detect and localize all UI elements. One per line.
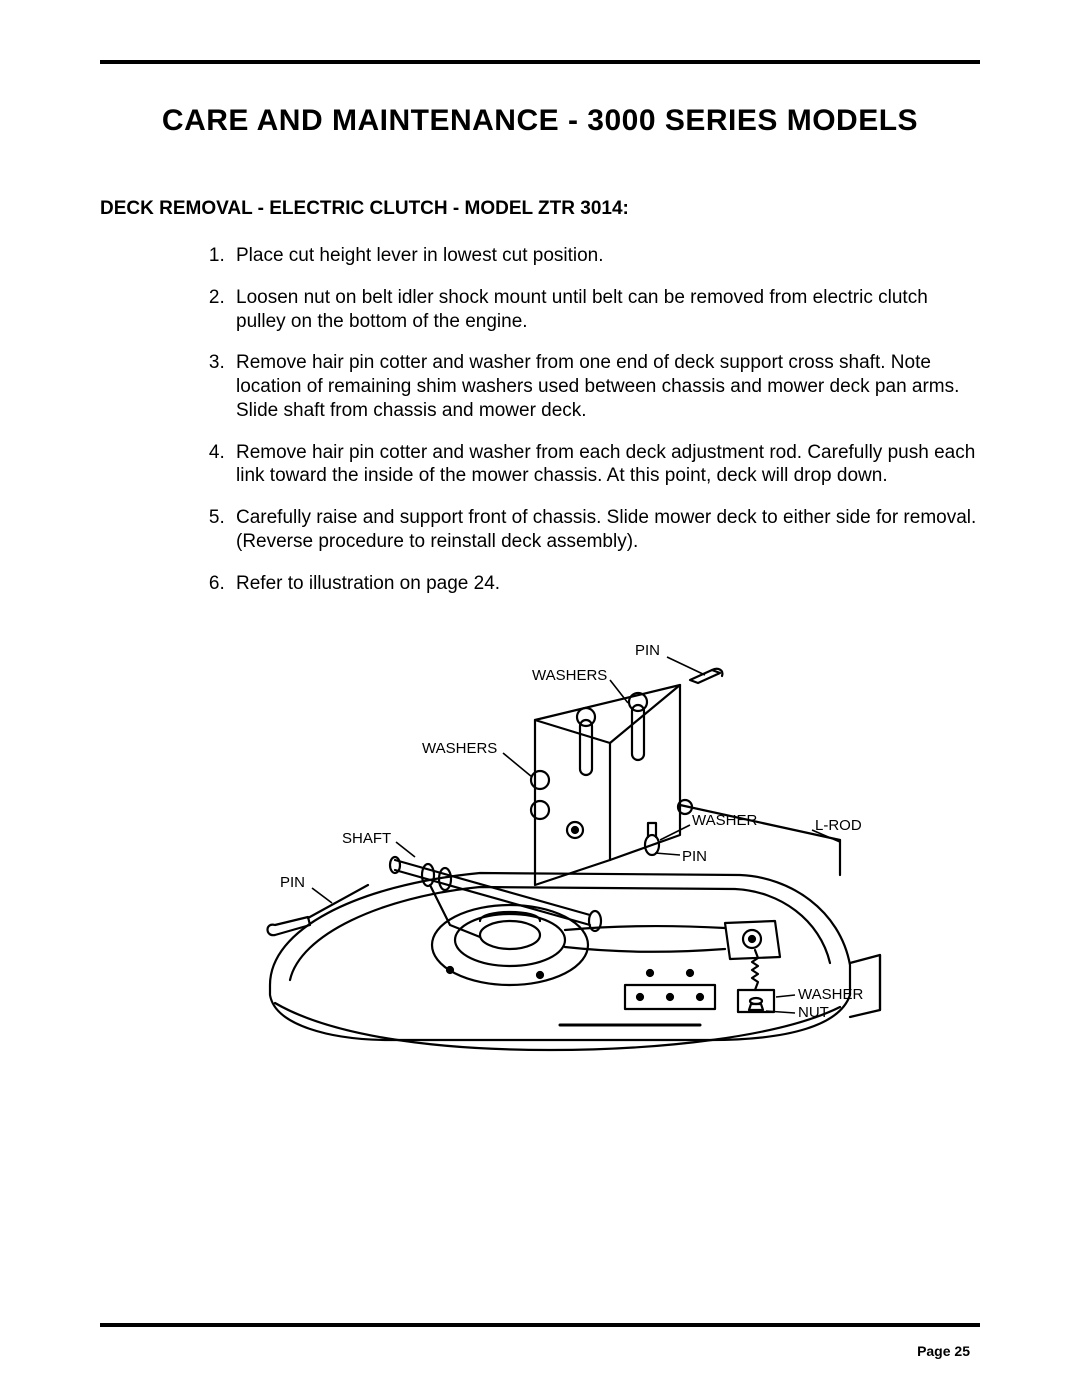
section-heading: DECK REMOVAL - ELECTRIC CLUTCH - MODEL Z… [100, 198, 980, 220]
page-title: CARE AND MAINTENANCE - 3000 SERIES MODEL… [100, 104, 980, 138]
list-item: Remove hair pin cotter and washer from o… [230, 351, 980, 422]
list-item: Loosen nut on belt idler shock mount unt… [230, 286, 980, 334]
label-pin-left: PIN [280, 874, 305, 891]
document-page: CARE AND MAINTENANCE - 3000 SERIES MODEL… [0, 0, 1080, 1397]
label-shaft: SHAFT [342, 830, 391, 847]
top-rule [100, 60, 980, 64]
list-item: Refer to illustration on page 24. [230, 572, 980, 596]
bottom-rule [100, 1323, 980, 1327]
page-number: Page 25 [917, 1343, 970, 1359]
list-item: Place cut height lever in lowest cut pos… [230, 244, 980, 268]
label-l-rod: L-ROD [815, 817, 862, 834]
label-nut: NUT [798, 1004, 829, 1021]
figure: PIN WASHERS WASHERS SHAFT PIN WASHER PIN… [180, 625, 900, 1090]
label-washer-right: WASHER [798, 986, 863, 1003]
label-washer-mid: WASHER [692, 812, 757, 829]
label-pin-mid: PIN [682, 848, 707, 865]
list-item: Remove hair pin cotter and washer from e… [230, 441, 980, 489]
list-item: Carefully raise and support front of cha… [230, 506, 980, 554]
label-pin-top: PIN [635, 642, 660, 659]
label-washers-left: WASHERS [422, 740, 497, 757]
deck-diagram: PIN WASHERS WASHERS SHAFT PIN WASHER PIN… [180, 625, 900, 1085]
label-washers-top: WASHERS [532, 667, 607, 684]
instruction-list: Place cut height lever in lowest cut pos… [100, 244, 980, 595]
